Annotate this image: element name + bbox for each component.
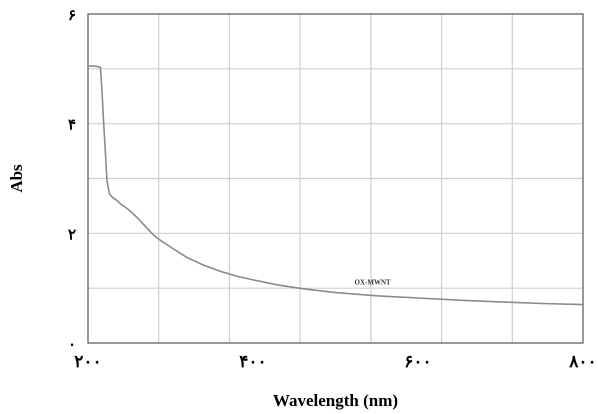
- x-tick-label: ۲۰۰: [74, 352, 101, 372]
- y-tick-label: ۲: [68, 225, 76, 243]
- x-tick-labels: ۲۰۰ ۴۰۰ ۶۰۰ ۸۰۰: [74, 352, 596, 372]
- x-tick-label: ۶۰۰: [404, 352, 431, 372]
- y-tick-label: ۰: [68, 335, 76, 353]
- grid: [88, 14, 583, 343]
- x-tick-label: ۸۰۰: [568, 352, 596, 372]
- y-tick-labels: ۰ ۲ ۴ ۶: [68, 6, 76, 353]
- annotation-label: OX-MWNT: [355, 279, 391, 287]
- plot-frame: [87, 13, 584, 344]
- y-tick-label: ۶: [68, 6, 76, 24]
- x-axis-label: Wavelength (nm): [273, 391, 398, 410]
- series-line: [88, 65, 584, 306]
- y-axis-label: Abs: [7, 164, 26, 193]
- x-tick-label: ۴۰۰: [239, 352, 266, 372]
- y-tick-label: ۴: [68, 116, 76, 134]
